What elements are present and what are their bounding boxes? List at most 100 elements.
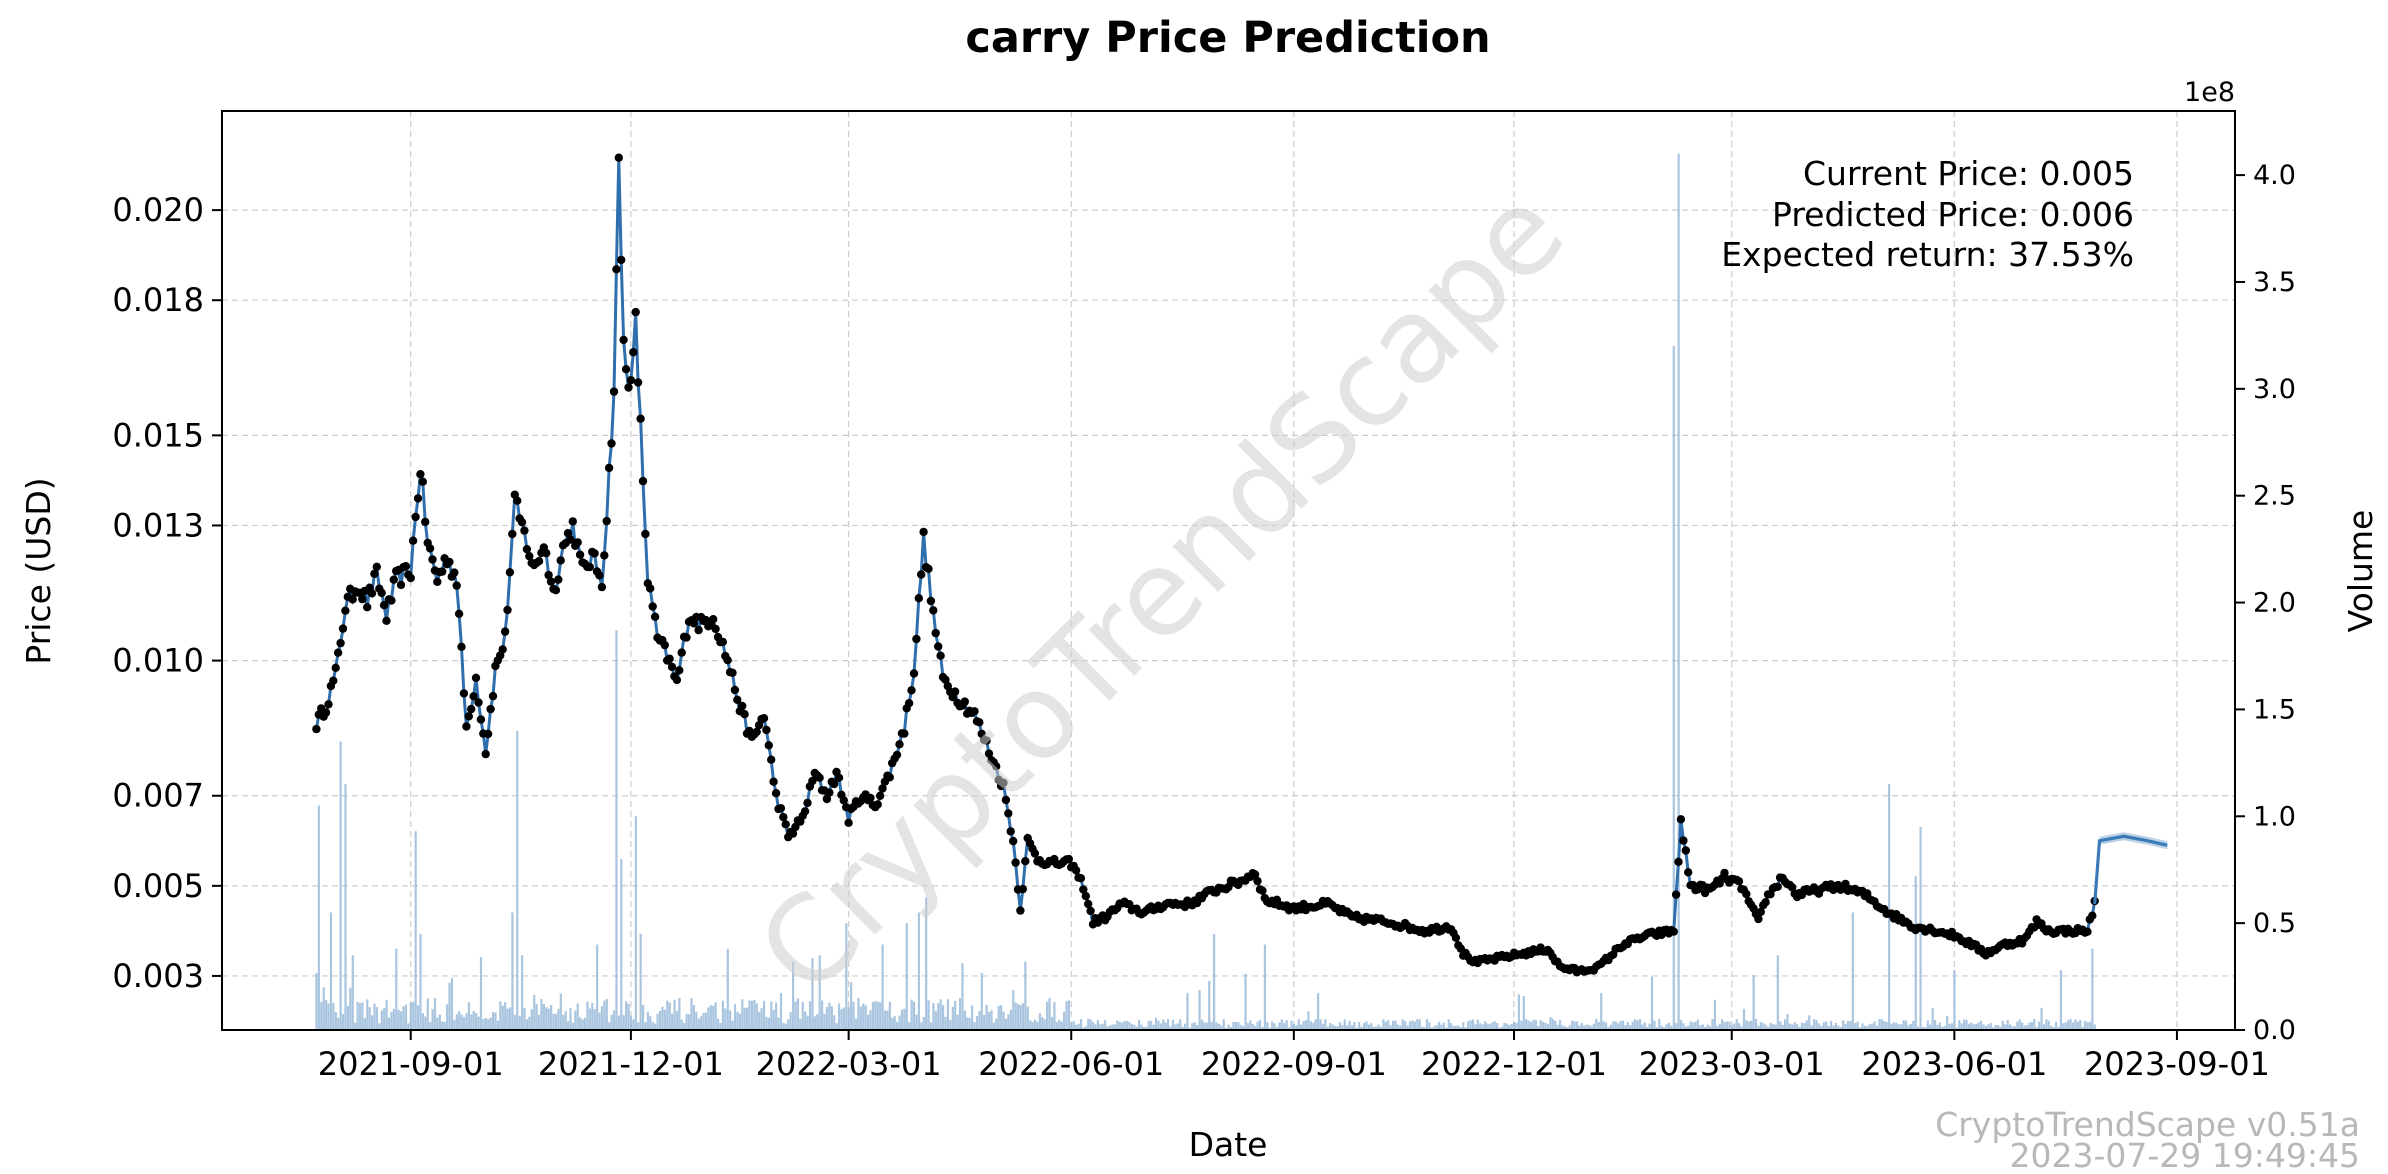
volume-bar — [1007, 1014, 1010, 1030]
volume-bar — [1217, 1023, 1221, 1030]
volume-bar — [2059, 970, 2062, 1030]
volume-bar — [387, 1017, 391, 1030]
y-tick-label: 0.005 — [112, 867, 204, 905]
x-tick-label: 2022-03-01 — [756, 1045, 942, 1083]
volume-bar — [378, 1023, 381, 1030]
volume-bar — [1817, 1023, 1821, 1030]
volume-bar — [1735, 1019, 1738, 1030]
volume-bar — [443, 1021, 446, 1030]
volume-bar — [1863, 1025, 1867, 1030]
price-point — [534, 557, 544, 566]
price-point — [2088, 911, 2097, 920]
volume-bar — [363, 1018, 366, 1030]
volume-bar — [2042, 1024, 2046, 1030]
volume-bar — [683, 1022, 686, 1030]
volume-bar — [724, 1008, 727, 1030]
volume-bar — [806, 1015, 809, 1030]
volume-bar — [1989, 1022, 1992, 1030]
volume-bar — [1958, 1020, 1961, 1030]
volume-bar — [784, 1023, 787, 1030]
price-point — [624, 383, 633, 392]
volume-bar — [1631, 1021, 1634, 1030]
volume-bar — [1955, 1027, 1958, 1030]
volume-bar — [552, 1013, 555, 1030]
volume-bar — [341, 1014, 345, 1030]
volume-bar — [1029, 1020, 1032, 1030]
volume-bar — [477, 1016, 480, 1030]
volume-bar — [1220, 1025, 1223, 1030]
price-point — [329, 676, 338, 685]
volume-bar — [2086, 1022, 2089, 1030]
volume-bar — [656, 1013, 659, 1030]
price-point — [1253, 876, 1262, 886]
price-point — [382, 616, 391, 625]
volume-bar — [1677, 153, 1680, 1030]
price-point — [556, 556, 565, 565]
volume-bar — [1459, 1027, 1462, 1030]
volume-bar — [1849, 1020, 1852, 1030]
volume-bar — [687, 1014, 691, 1030]
y-tick-label: 0.010 — [112, 642, 204, 680]
volume-bar — [1621, 1020, 1625, 1030]
volume-bar — [767, 1017, 771, 1030]
volume-bar — [1297, 1019, 1300, 1030]
volume-bar — [835, 1023, 838, 1030]
volume-bar — [1684, 1026, 1687, 1030]
volume-bar — [961, 963, 964, 1030]
volume-bar — [958, 998, 962, 1030]
x-axis-label: Date — [1189, 1125, 1268, 1164]
volume-bar — [847, 1007, 850, 1030]
price-point — [752, 727, 761, 737]
volume-bar — [644, 1022, 647, 1030]
volume-bar — [762, 1000, 766, 1030]
volume-bar — [1283, 1023, 1286, 1030]
volume-bar — [344, 784, 347, 1030]
volume-bar — [1808, 1015, 1811, 1030]
volume-bar — [823, 1013, 826, 1030]
volume-bar — [1767, 1026, 1770, 1030]
volume-bar — [1304, 1020, 1308, 1030]
volume-bar — [1588, 1025, 1591, 1030]
volume-bar — [2033, 1019, 2036, 1030]
price-point — [377, 588, 386, 598]
volume-bar — [1834, 1022, 1837, 1030]
price-point — [481, 749, 490, 759]
price-point — [462, 722, 471, 731]
volume-bar — [1813, 1019, 1816, 1030]
volume-bar — [1987, 1024, 1990, 1030]
volume-bar — [373, 1003, 376, 1030]
price-point — [600, 551, 609, 560]
volume-bar — [1331, 1024, 1334, 1030]
price-point — [595, 571, 604, 580]
volume-bar — [327, 1003, 330, 1030]
volume-bar — [830, 1006, 833, 1030]
price-point — [771, 789, 781, 798]
volume-bar — [1271, 1021, 1274, 1030]
price-point — [769, 777, 778, 786]
volume-scale-label: 1e8 — [2184, 77, 2235, 108]
volume-bar — [1133, 1024, 1136, 1030]
volume-bar — [1689, 1021, 1692, 1030]
volume-bar — [1825, 1021, 1828, 1030]
price-point — [629, 348, 638, 357]
volume-bar — [380, 1010, 383, 1030]
price-point — [396, 580, 406, 590]
volume-bar — [1031, 1021, 1034, 1030]
volume-bar — [731, 1020, 734, 1030]
volume-bar — [325, 1000, 328, 1030]
volume-bar — [433, 998, 437, 1030]
price-point — [1754, 914, 1763, 924]
volume-bar — [1771, 1024, 1775, 1030]
volume-bar — [1633, 1019, 1637, 1030]
volume-bar — [414, 831, 417, 1030]
volume-bar — [1145, 1026, 1148, 1030]
volume-bar — [1234, 1021, 1237, 1030]
volume-bar — [1251, 1023, 1254, 1030]
volume-bar — [1447, 1019, 1450, 1030]
volume-bar — [521, 955, 524, 1030]
price-point — [892, 750, 902, 760]
volume-bar — [366, 999, 369, 1030]
volume-bar — [697, 1018, 700, 1030]
price-point — [982, 736, 991, 745]
volume-bar — [1147, 1021, 1150, 1030]
